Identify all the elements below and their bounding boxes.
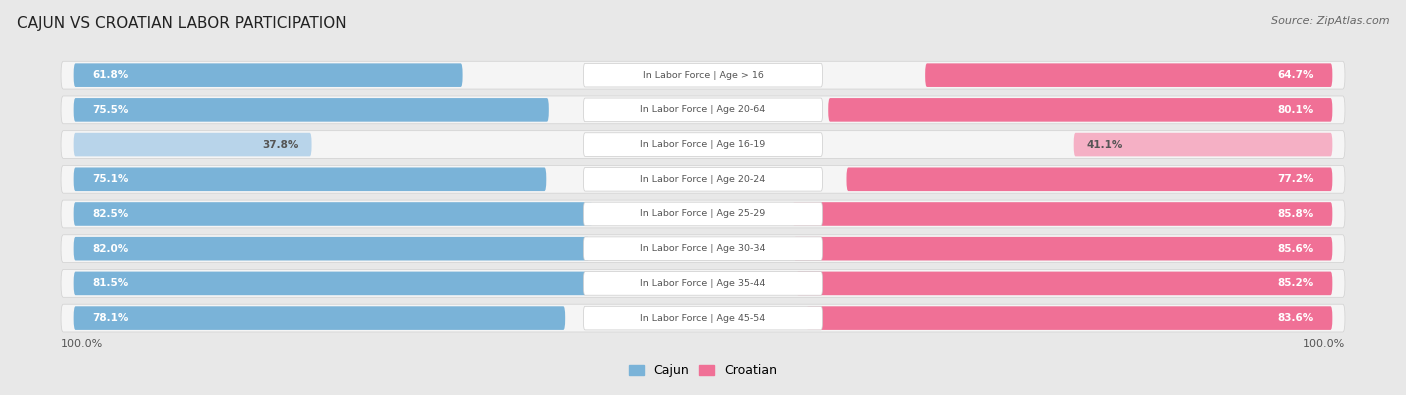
FancyBboxPatch shape	[73, 133, 312, 156]
FancyBboxPatch shape	[60, 200, 1346, 228]
FancyBboxPatch shape	[806, 306, 1333, 330]
FancyBboxPatch shape	[925, 63, 1333, 87]
Text: Source: ZipAtlas.com: Source: ZipAtlas.com	[1271, 16, 1389, 26]
Text: 75.1%: 75.1%	[93, 174, 129, 184]
FancyBboxPatch shape	[60, 96, 1346, 124]
Text: 82.5%: 82.5%	[93, 209, 129, 219]
FancyBboxPatch shape	[73, 202, 593, 226]
FancyBboxPatch shape	[1074, 133, 1333, 156]
FancyBboxPatch shape	[583, 306, 823, 330]
FancyBboxPatch shape	[73, 306, 565, 330]
FancyBboxPatch shape	[583, 202, 823, 226]
FancyBboxPatch shape	[583, 167, 823, 191]
Text: In Labor Force | Age 35-44: In Labor Force | Age 35-44	[640, 279, 766, 288]
Text: In Labor Force | Age 20-24: In Labor Force | Age 20-24	[640, 175, 766, 184]
FancyBboxPatch shape	[73, 237, 589, 260]
Text: 85.6%: 85.6%	[1277, 244, 1313, 254]
Text: 78.1%: 78.1%	[93, 313, 129, 323]
FancyBboxPatch shape	[583, 133, 823, 156]
Text: In Labor Force | Age 25-29: In Labor Force | Age 25-29	[640, 209, 766, 218]
FancyBboxPatch shape	[73, 98, 548, 122]
Text: In Labor Force | Age 30-34: In Labor Force | Age 30-34	[640, 244, 766, 253]
Text: 64.7%: 64.7%	[1277, 70, 1313, 80]
Text: 85.8%: 85.8%	[1277, 209, 1313, 219]
Text: 100.0%: 100.0%	[1303, 339, 1346, 349]
Text: CAJUN VS CROATIAN LABOR PARTICIPATION: CAJUN VS CROATIAN LABOR PARTICIPATION	[17, 16, 346, 31]
Text: In Labor Force | Age 20-64: In Labor Force | Age 20-64	[640, 105, 766, 115]
FancyBboxPatch shape	[73, 63, 463, 87]
Text: 37.8%: 37.8%	[263, 139, 299, 150]
Text: 61.8%: 61.8%	[93, 70, 129, 80]
Text: 75.5%: 75.5%	[93, 105, 129, 115]
Text: In Labor Force | Age > 16: In Labor Force | Age > 16	[643, 71, 763, 80]
FancyBboxPatch shape	[60, 235, 1346, 263]
FancyBboxPatch shape	[793, 202, 1333, 226]
Text: 81.5%: 81.5%	[93, 278, 129, 288]
FancyBboxPatch shape	[60, 304, 1346, 332]
Text: 85.2%: 85.2%	[1277, 278, 1313, 288]
FancyBboxPatch shape	[73, 272, 586, 295]
FancyBboxPatch shape	[73, 167, 547, 191]
Legend: Cajun, Croatian: Cajun, Croatian	[628, 364, 778, 377]
FancyBboxPatch shape	[793, 237, 1333, 260]
FancyBboxPatch shape	[60, 131, 1346, 158]
Text: 80.1%: 80.1%	[1277, 105, 1313, 115]
FancyBboxPatch shape	[583, 98, 823, 122]
FancyBboxPatch shape	[796, 272, 1333, 295]
Text: In Labor Force | Age 16-19: In Labor Force | Age 16-19	[640, 140, 766, 149]
FancyBboxPatch shape	[583, 237, 823, 260]
FancyBboxPatch shape	[583, 63, 823, 87]
Text: 41.1%: 41.1%	[1087, 139, 1122, 150]
FancyBboxPatch shape	[846, 167, 1333, 191]
FancyBboxPatch shape	[60, 269, 1346, 297]
FancyBboxPatch shape	[828, 98, 1333, 122]
Text: 83.6%: 83.6%	[1277, 313, 1313, 323]
Text: In Labor Force | Age 45-54: In Labor Force | Age 45-54	[640, 314, 766, 323]
FancyBboxPatch shape	[60, 166, 1346, 193]
Text: 77.2%: 77.2%	[1277, 174, 1313, 184]
Text: 82.0%: 82.0%	[93, 244, 129, 254]
FancyBboxPatch shape	[583, 272, 823, 295]
FancyBboxPatch shape	[60, 61, 1346, 89]
Text: 100.0%: 100.0%	[60, 339, 103, 349]
